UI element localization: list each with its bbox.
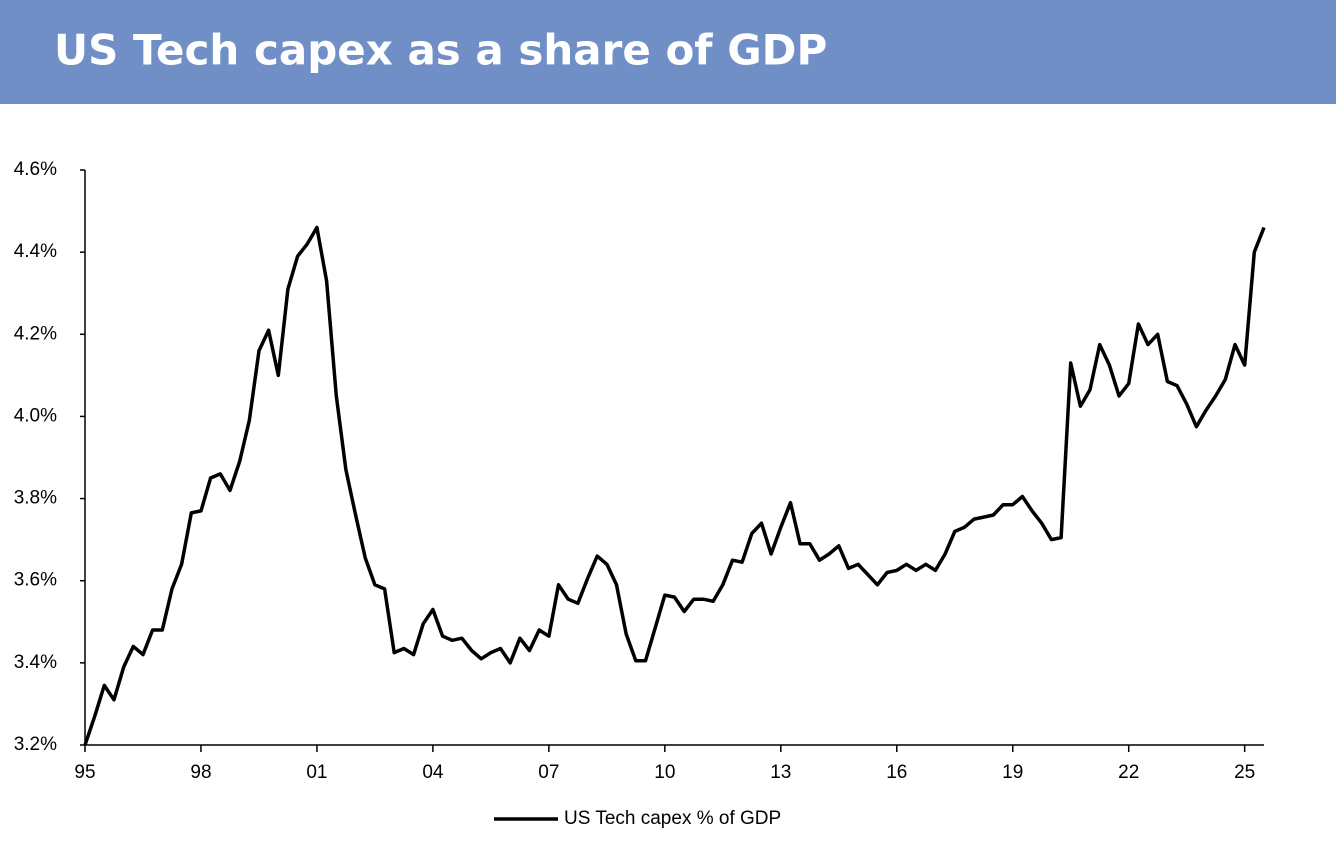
x-tick-label: 10 <box>654 762 675 783</box>
x-tick-label: 16 <box>886 762 907 783</box>
y-tick-label: 4.4% <box>14 241 57 262</box>
y-tick-label: 4.0% <box>14 405 57 426</box>
x-tick-label: 22 <box>1118 762 1139 783</box>
legend-label: US Tech capex % of GDP <box>564 808 781 829</box>
x-tick-label: 98 <box>190 762 211 783</box>
x-tick-label: 25 <box>1234 762 1255 783</box>
y-tick-label: 4.2% <box>14 323 57 344</box>
x-tick-label: 07 <box>538 762 559 783</box>
chart-title: US Tech capex as a share of GDP <box>54 26 827 75</box>
x-tick-label: 19 <box>1002 762 1023 783</box>
x-tick-label: 95 <box>74 762 95 783</box>
x-tick-label: 13 <box>770 762 791 783</box>
x-tick-label: 04 <box>422 762 444 783</box>
title-banner <box>0 0 1336 104</box>
y-tick-label: 3.6% <box>14 570 57 591</box>
y-tick-label: 4.6% <box>14 159 57 180</box>
y-tick-label: 3.8% <box>14 488 57 509</box>
x-tick-label: 01 <box>306 762 327 783</box>
data-line <box>83 225 1266 746</box>
y-tick-label: 3.2% <box>14 734 57 755</box>
y-tick-label: 3.4% <box>14 652 57 673</box>
